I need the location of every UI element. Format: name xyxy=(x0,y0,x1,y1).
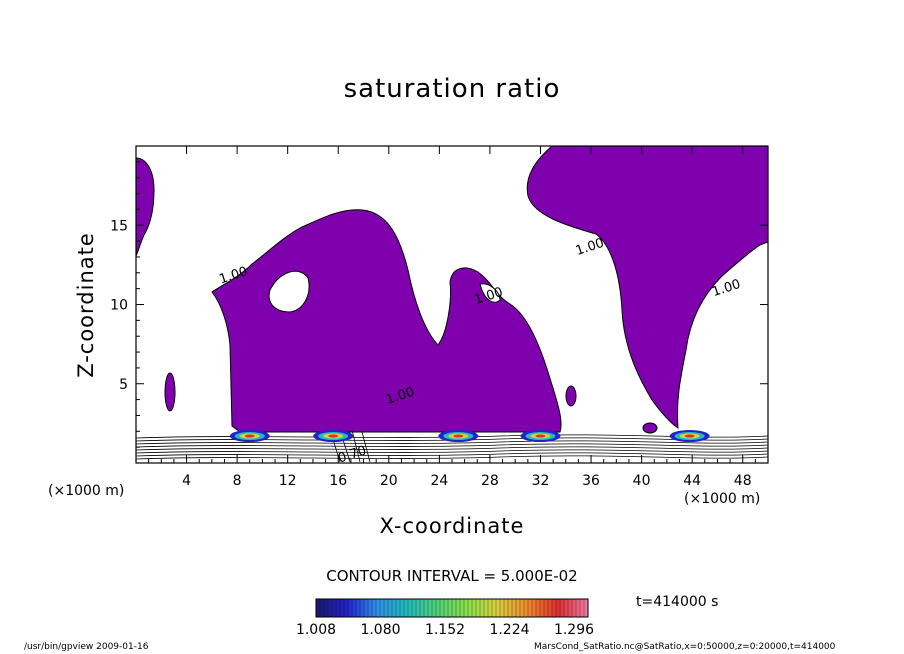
contour-interval-label: CONTOUR INTERVAL = 5.000E-02 xyxy=(326,567,578,585)
x-tick-label: 32 xyxy=(532,473,550,489)
colorbar-tick-label: 1.224 xyxy=(489,622,529,638)
surface-contour-bands xyxy=(136,429,768,463)
region-right-cloud xyxy=(526,146,768,429)
footer-right: MarsCond_SatRatio.nc@SatRatio,x=0:50000,… xyxy=(534,642,836,652)
region-cloud-1 xyxy=(211,209,562,433)
hotspots xyxy=(229,430,710,443)
x-tick-label: 44 xyxy=(683,473,701,489)
hotspot-core xyxy=(453,434,464,438)
y-axis-label: Z-coordinate xyxy=(74,232,98,378)
hotspot-core xyxy=(328,434,339,438)
colorbar: 1.008 1.080 1.152 1.224 1.296 xyxy=(296,598,594,638)
contour-label: 1.00 xyxy=(574,236,606,259)
region-left-edge xyxy=(136,157,155,257)
hotspot-core xyxy=(535,434,546,438)
x-tick-label: 8 xyxy=(233,473,242,489)
x-tick-label: 48 xyxy=(734,473,752,489)
chart-title: saturation ratio xyxy=(343,74,561,104)
hotspot-core xyxy=(684,434,695,438)
x-tick-label: 24 xyxy=(430,473,448,489)
x-unit-label-left: (×1000 m) xyxy=(48,483,125,499)
colorbar-tick-label: 1.008 xyxy=(296,622,336,638)
colorbar-tick-label: 1.152 xyxy=(425,622,465,638)
hotspot-core xyxy=(244,434,255,438)
x-tick-label: 20 xyxy=(380,473,398,489)
colorbar-tick-label: 1.296 xyxy=(554,622,594,638)
x-tick-label: 4 xyxy=(182,473,191,489)
hole-1 xyxy=(268,270,310,313)
x-axis-label: X-coordinate xyxy=(379,514,525,538)
x-tick-label: 16 xyxy=(329,473,347,489)
x-tick-label: 36 xyxy=(582,473,600,489)
x-tick-label: 12 xyxy=(279,473,297,489)
y-tick-label: 10 xyxy=(110,298,128,314)
y-tick-label: 5 xyxy=(119,377,128,393)
colorbar-tick-label: 1.080 xyxy=(360,622,400,638)
blob-1 xyxy=(164,372,176,412)
x-tick-label: 40 xyxy=(633,473,651,489)
hole-2 xyxy=(479,283,501,303)
time-label: t=414000 s xyxy=(636,594,719,610)
y-tick-label: 15 xyxy=(110,218,128,234)
x-unit-label-right: (×1000 m) xyxy=(684,491,761,507)
x-tick-label: 28 xyxy=(481,473,499,489)
footer-left: /usr/bin/gpview 2009-01-16 xyxy=(24,642,149,652)
blob-3 xyxy=(642,422,658,434)
x-axis: 4 8 12 16 20 24 28 32 36 40 44 48 xyxy=(148,146,756,489)
y-axis: 5 10 15 xyxy=(110,161,768,448)
blob-2 xyxy=(565,385,577,407)
plot-area xyxy=(136,146,768,463)
